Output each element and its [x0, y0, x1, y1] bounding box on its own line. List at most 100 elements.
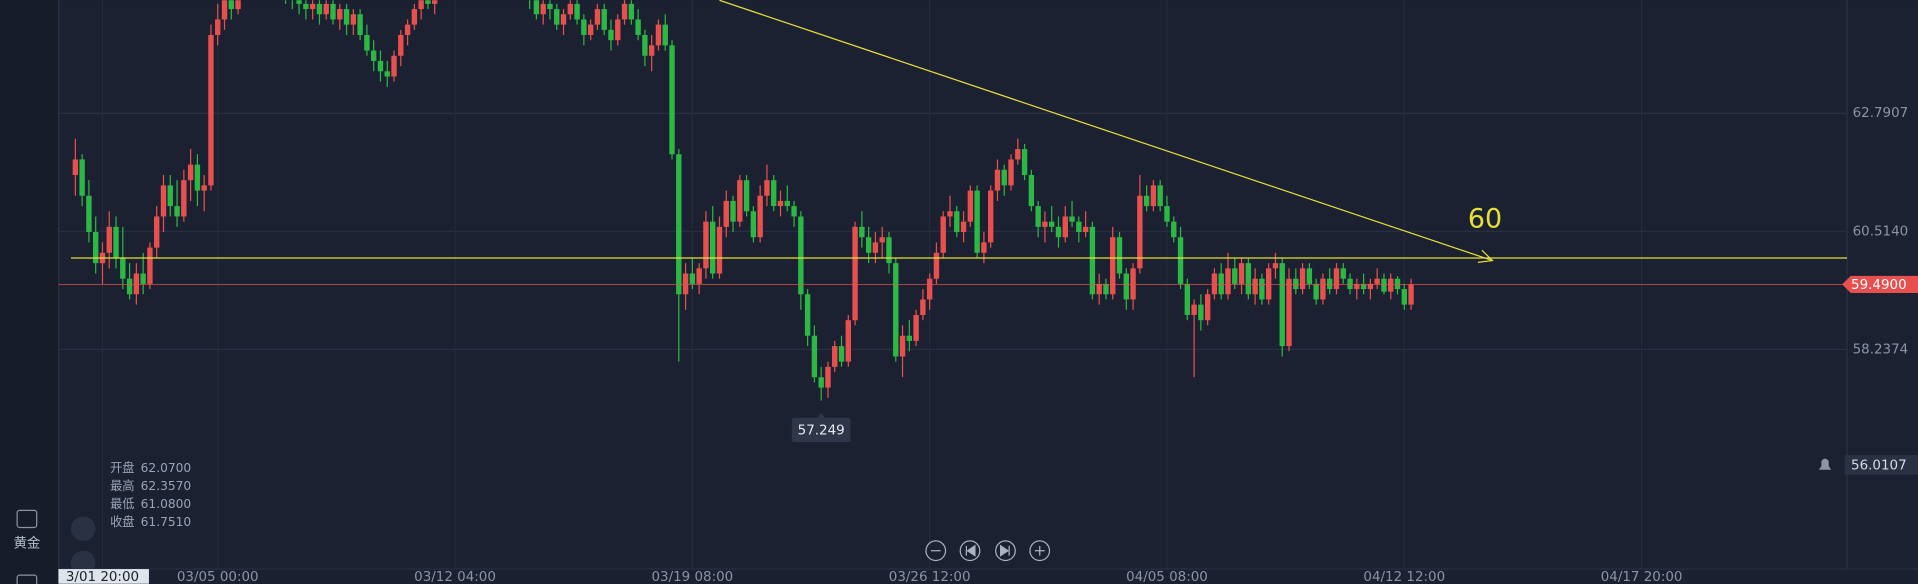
candle-body	[737, 180, 743, 222]
x-tick-label: 04/12 12:00	[1363, 570, 1445, 584]
candle-body	[174, 206, 180, 217]
candle-body	[1293, 278, 1299, 290]
candle-body	[1367, 283, 1374, 290]
x-tick-label: 03/19 08:00	[651, 570, 733, 584]
candle-body	[1184, 283, 1191, 315]
candle-body	[757, 195, 763, 238]
grid	[58, 0, 1848, 570]
candle-body	[167, 185, 173, 207]
candle-body	[187, 164, 194, 181]
candle-body	[1035, 206, 1041, 227]
candle-body	[1360, 283, 1367, 290]
candle-body	[1164, 206, 1170, 222]
candle-body	[879, 237, 885, 243]
icon	[1034, 545, 1045, 556]
candle-body	[777, 200, 784, 207]
candle-body	[1225, 268, 1231, 295]
candle-body	[1238, 263, 1245, 284]
candle-body	[533, 0, 540, 15]
candle-body	[906, 335, 913, 341]
x-tick-label: 03/05 00:00	[177, 570, 259, 584]
sidebar-label: 黄金	[13, 535, 40, 551]
candle-body	[1171, 221, 1177, 238]
candle-body	[1055, 226, 1062, 238]
icon	[999, 544, 1010, 557]
candle-body	[133, 273, 140, 295]
candle-body	[1401, 289, 1407, 305]
x-tick-label: 04/17 20:00	[1601, 570, 1683, 584]
candle-body	[72, 159, 79, 175]
candle-body	[1150, 185, 1157, 207]
candle-body	[1028, 174, 1035, 207]
candle-body	[1327, 278, 1333, 290]
candle-body	[628, 3, 635, 20]
candle-body	[323, 3, 329, 15]
sidebar-gold[interactable]: 黄金	[13, 509, 41, 551]
candle-body	[1265, 268, 1272, 300]
candle-body	[1015, 149, 1021, 160]
candle-body	[648, 45, 655, 56]
candle-body	[1299, 268, 1306, 290]
candle-body	[832, 346, 838, 367]
candle-body	[994, 169, 1001, 191]
candle-body	[1313, 283, 1319, 300]
candle-body	[343, 9, 350, 25]
candle-body	[357, 14, 363, 36]
candle-body	[411, 9, 418, 25]
candle-body	[1388, 278, 1394, 292]
candle-body	[716, 226, 723, 274]
candle-body	[981, 242, 987, 253]
candle-body	[425, 0, 431, 4]
candle-body	[1008, 159, 1014, 186]
candle-body	[784, 200, 790, 207]
candle-body	[791, 206, 797, 217]
alert-tag	[1844, 455, 1918, 475]
candle-body	[235, 0, 241, 10]
alert-bell[interactable]	[1818, 458, 1832, 470]
candle-body	[1279, 263, 1285, 347]
candle-body	[601, 9, 607, 30]
candle-body	[967, 190, 974, 222]
candle-body	[920, 299, 926, 315]
ohlc-label: 收盘	[110, 514, 134, 529]
sidebar	[0, 0, 59, 584]
candle-body	[1116, 237, 1123, 274]
candle-body	[1062, 216, 1068, 238]
candle-body	[1272, 263, 1279, 269]
candle-body	[384, 71, 390, 77]
candle-body	[140, 273, 146, 284]
candle-body	[1252, 278, 1258, 295]
alert-price-label: 56.0107	[1851, 458, 1907, 473]
calc-icon	[16, 509, 38, 529]
candle-body	[689, 273, 696, 284]
candle-body	[1076, 221, 1082, 233]
candle-body	[1177, 237, 1184, 284]
candle-body	[1354, 283, 1360, 290]
candle-body	[581, 19, 587, 36]
candle-body	[723, 200, 729, 227]
candle-body	[608, 29, 614, 41]
overlay: 58.2374 60.5140 62.7907 3/01 20:00 03/05 00:…	[58, 0, 1918, 584]
candle-body	[1001, 169, 1007, 186]
candle-body	[615, 19, 621, 41]
candle-body	[1130, 268, 1136, 300]
candle-body	[113, 226, 119, 258]
sidebar-icon[interactable]	[16, 574, 38, 584]
candle-body	[1157, 185, 1163, 207]
candle-body	[798, 216, 804, 295]
candle-body	[743, 180, 750, 212]
candle-body	[350, 14, 357, 25]
candle-body	[662, 24, 668, 46]
candle-body	[316, 3, 323, 15]
candle-body	[398, 35, 404, 56]
candle-body	[1096, 283, 1102, 295]
candle-body	[987, 190, 994, 243]
indicator-button[interactable]	[70, 516, 96, 541]
candle-body	[750, 211, 757, 238]
y-tick-label: 60.5140	[1853, 224, 1909, 239]
candle-body	[432, 0, 438, 4]
candle-body	[730, 200, 736, 222]
candle-body	[621, 3, 628, 20]
